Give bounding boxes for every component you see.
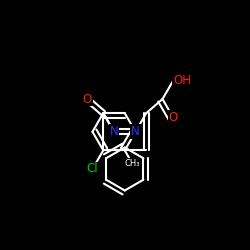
Text: O: O (82, 92, 92, 106)
Text: CH₃: CH₃ (124, 159, 140, 168)
Text: N: N (110, 125, 118, 138)
Text: O: O (169, 111, 178, 124)
Text: N: N (131, 125, 140, 138)
Text: Cl: Cl (87, 162, 98, 175)
Text: OH: OH (173, 74, 191, 87)
